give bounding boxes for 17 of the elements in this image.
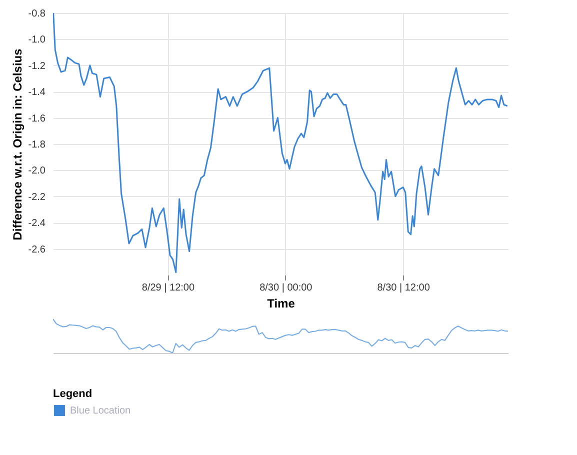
y-tick-label: -2.4 <box>28 218 46 230</box>
y-tick-label: -0.8 <box>28 8 46 20</box>
y-tick-label: -2.0 <box>28 166 46 177</box>
x-axis-title: Time <box>267 296 296 310</box>
x-tick-label: 8/29 | 12:00 <box>142 282 195 294</box>
y-tick-label: -2.2 <box>28 192 46 203</box>
legend-label: Blue Location <box>70 406 131 416</box>
x-tick-label: 8/30 | 12:00 <box>377 282 430 294</box>
y-tick-label: -1.4 <box>28 87 46 98</box>
y-tick-label: -1.2 <box>28 60 46 72</box>
y-tick-label: -1.8 <box>28 140 46 150</box>
y-axis-title: Difference w.r.t. Origin in: Celsius <box>10 48 24 240</box>
y-tick-label: -1.0 <box>28 34 46 46</box>
y-tick-label: -1.6 <box>28 113 46 124</box>
x-tick-label: 8/30 | 00:00 <box>260 282 313 294</box>
legend-title: Legend <box>53 388 92 400</box>
y-tick-label: -2.6 <box>28 244 46 256</box>
